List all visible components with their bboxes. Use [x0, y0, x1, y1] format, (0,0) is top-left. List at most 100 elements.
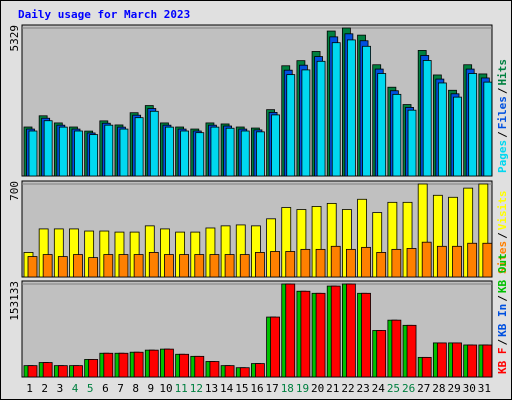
legend-separator: / — [496, 131, 509, 138]
bar — [345, 248, 356, 278]
bar — [453, 96, 462, 177]
bar — [43, 120, 53, 177]
bar — [301, 69, 311, 177]
x-tick-label: 26 — [402, 382, 415, 395]
bar — [118, 352, 129, 378]
x-tick-label: 9 — [148, 382, 155, 395]
x-tick-label: 22 — [341, 382, 354, 395]
legend-separator: / — [496, 232, 509, 239]
bar — [42, 362, 53, 378]
bar — [88, 257, 99, 278]
bar — [300, 248, 311, 278]
bar — [89, 134, 99, 177]
bar — [315, 292, 326, 378]
bar — [377, 73, 387, 177]
bar — [104, 124, 114, 177]
bar — [164, 348, 174, 378]
bar — [42, 254, 53, 278]
bar — [210, 126, 220, 177]
bar — [437, 82, 447, 177]
x-tick-label: 11 — [175, 382, 188, 395]
bar — [286, 74, 296, 177]
bar — [270, 251, 280, 278]
bar — [73, 254, 83, 278]
y-tick-label: 5329 — [8, 25, 21, 52]
bar — [285, 251, 296, 278]
bar — [148, 252, 159, 278]
legend-separator: / — [496, 295, 509, 302]
bar — [255, 363, 265, 378]
bar — [422, 60, 432, 177]
bar — [164, 254, 174, 278]
bar — [330, 245, 341, 278]
x-tick-label: 13 — [205, 382, 218, 395]
legend-separator: / — [496, 339, 509, 346]
y-tick-label: 700 — [8, 181, 21, 201]
bar — [345, 283, 356, 378]
bar — [119, 128, 129, 177]
bar — [407, 109, 417, 177]
legend-entry: Visits — [496, 191, 509, 231]
legend: KB F / KB In / KB Out — [496, 253, 509, 374]
x-tick-label: 7 — [117, 382, 124, 395]
bar — [271, 114, 280, 177]
legend-entry: Sites — [496, 241, 509, 274]
bar — [361, 292, 371, 378]
legend-entry: Hits — [496, 59, 509, 86]
legend-entry: KB In — [496, 304, 509, 337]
bar — [346, 39, 356, 177]
x-tick-label: 16 — [250, 382, 263, 395]
bar — [452, 342, 462, 378]
bar — [57, 256, 68, 278]
x-tick-label: 10 — [159, 382, 172, 395]
legend: Pages/Files/Hits — [496, 59, 509, 173]
bar — [194, 254, 205, 278]
x-tick-label: 17 — [266, 382, 279, 395]
x-tick-label: 1 — [26, 382, 33, 395]
bar — [285, 283, 296, 378]
bar — [391, 319, 402, 378]
x-tick-label: 28 — [432, 382, 445, 395]
bar — [330, 285, 341, 378]
bar — [270, 316, 280, 378]
bar — [467, 344, 478, 378]
bar — [255, 252, 265, 278]
x-tick-label: 23 — [357, 382, 370, 395]
bar — [239, 254, 250, 278]
bar — [165, 126, 174, 177]
bar — [209, 254, 220, 278]
bar — [194, 355, 205, 378]
bar — [179, 353, 190, 378]
bar — [149, 110, 159, 177]
x-tick-label: 31 — [478, 382, 491, 395]
bar — [58, 126, 68, 177]
bar — [331, 42, 341, 177]
bar — [256, 131, 265, 177]
bar — [118, 254, 129, 278]
x-tick-label: 30 — [463, 382, 476, 395]
x-tick-label: 29 — [447, 382, 460, 395]
x-tick-label: 15 — [235, 382, 248, 395]
bar — [406, 248, 417, 278]
bar — [421, 356, 432, 378]
bar — [224, 254, 235, 278]
legend: Sites /Visits — [496, 191, 509, 275]
legend-entry: Files — [496, 96, 509, 129]
bar — [392, 93, 402, 177]
x-tick-label: 3 — [57, 382, 64, 395]
x-tick-label: 4 — [72, 382, 79, 395]
bar — [133, 254, 144, 278]
bar — [133, 351, 144, 378]
x-tick-label: 14 — [220, 382, 234, 395]
legend-separator: / — [496, 87, 509, 94]
legend-entry: Pages — [496, 140, 509, 173]
bar — [376, 252, 387, 278]
bar — [209, 361, 220, 378]
bar — [73, 365, 83, 378]
bar — [57, 365, 68, 378]
chart-title: Daily usage for March 2023 — [18, 8, 190, 21]
bar — [27, 256, 38, 278]
bar — [362, 45, 371, 177]
